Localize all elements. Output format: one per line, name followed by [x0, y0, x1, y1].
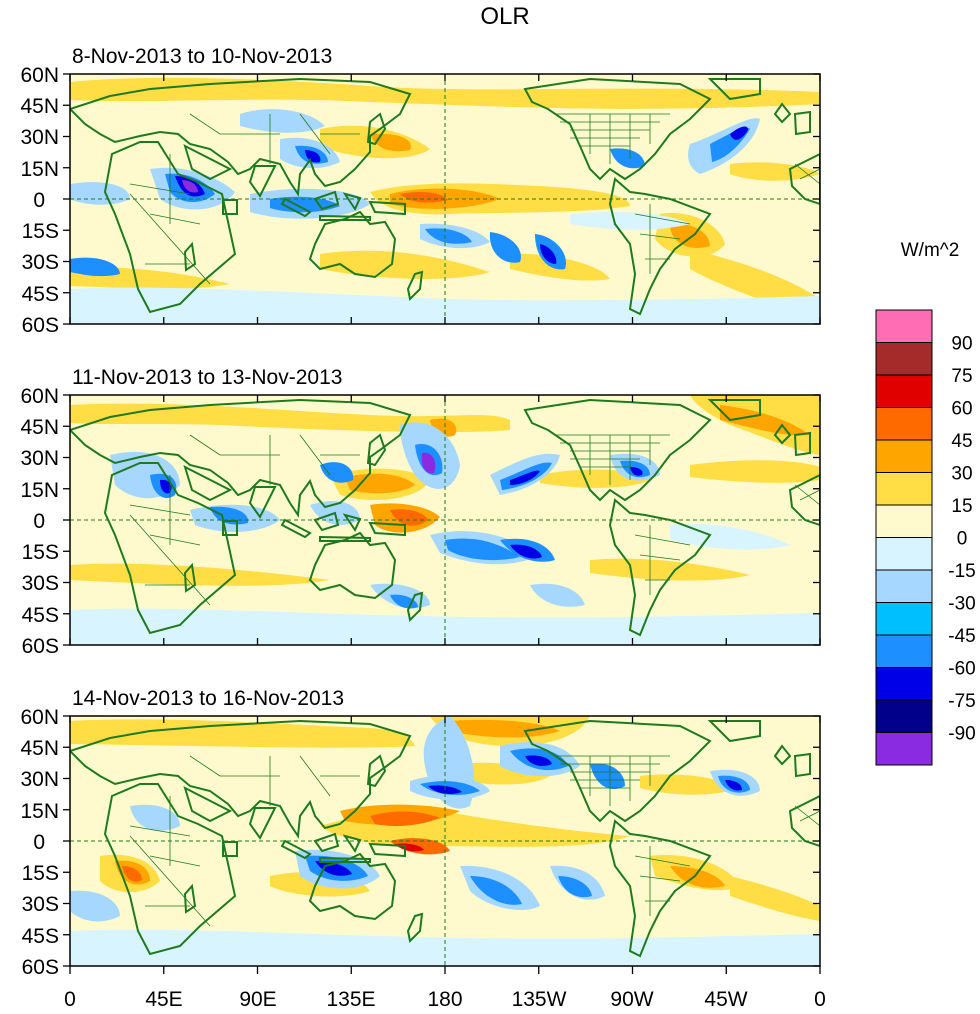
colorbar-label: 0	[957, 529, 968, 550]
colorbar-swatch	[875, 537, 933, 571]
colorbar-label: 60	[951, 399, 972, 420]
panel-1-ytick-0: 0	[33, 189, 45, 212]
panel-1: 8-Nov-2013 to 10-Nov-2013	[20, 45, 821, 337]
panel-2-ytick-45n: 45N	[20, 416, 59, 439]
colorbar-label: 30	[951, 464, 972, 485]
colorbar-swatch	[875, 407, 933, 441]
panel-2-label: 11-Nov-2013 to 13-Nov-2013	[72, 366, 342, 389]
colorbar-label: -90	[948, 724, 975, 745]
panel-2: 11-Nov-2013 to 13-Nov-2013	[20, 366, 821, 658]
colorbar-label: -15	[948, 561, 975, 582]
panel-1-ytick-60n: 60N	[20, 64, 59, 87]
panel-3-ytick-45s: 45S	[22, 925, 59, 948]
colorbar-swatch	[875, 374, 933, 408]
panel-3-ytick-15n: 15N	[20, 800, 59, 823]
figure-title: OLR	[480, 3, 529, 30]
xtick-90e: 90E	[239, 988, 276, 1011]
colorbar-label: 45	[951, 431, 972, 452]
panel-3-ytick-30n: 30N	[20, 768, 59, 791]
panel-2-ytick-45s: 45S	[22, 604, 59, 627]
panel-3-ytick-45n: 45N	[20, 737, 59, 760]
colorbar-swatch	[875, 472, 933, 506]
colorbar-swatch	[875, 342, 933, 376]
panel-2-field	[70, 395, 820, 645]
panel-1-ytick-15n: 15N	[20, 158, 59, 181]
panel-3-ytick-0: 0	[33, 831, 45, 854]
colorbar-label: -60	[948, 659, 975, 680]
panel-3-ytick-30s: 30S	[22, 893, 59, 916]
xtick-0-left: 0	[64, 988, 76, 1011]
panel-3-ytick-60s: 60S	[22, 956, 59, 979]
xtick-90w: 90W	[610, 988, 653, 1011]
xtick-45w: 45W	[704, 988, 747, 1011]
panel-1-ytick-45s: 45S	[22, 283, 59, 306]
panel-2-ytick-30n: 30N	[20, 447, 59, 470]
colorbar-swatch	[875, 569, 933, 603]
panel-2-y-ticks: 60N 45N 30N 15N 0 15S 30S 45S 60S	[20, 385, 59, 658]
panel-1-ytick-15s: 15S	[22, 220, 59, 243]
colorbar-swatch	[875, 699, 933, 733]
panel-3-y-ticks: 60N 45N 30N 15N 0 15S 30S 45S 60S	[20, 706, 59, 979]
panel-1-ytick-60s: 60S	[22, 314, 59, 337]
colorbar-swatch	[875, 439, 933, 473]
colorbar-units: W/m^2	[901, 240, 960, 261]
panel-2-ytick-30s: 30S	[22, 572, 59, 595]
colorbar-swatch	[875, 309, 933, 343]
colorbar-label: -30	[948, 594, 975, 615]
xtick-180: 180	[427, 988, 462, 1011]
colorbar-swatch	[875, 732, 933, 766]
colorbar-swatch	[875, 602, 933, 636]
colorbar-swatch	[875, 634, 933, 668]
colorbar-label: 75	[951, 366, 972, 387]
x-axis-ticks: 0 45E 90E 135E 180 135W 90W 45W 0	[64, 988, 826, 1011]
panel-2-ytick-60n: 60N	[20, 385, 59, 408]
xtick-45e: 45E	[145, 988, 182, 1011]
panel-2-ytick-15s: 15S	[22, 541, 59, 564]
panel-2-ytick-0: 0	[33, 510, 45, 533]
colorbar-label: 15	[951, 496, 972, 517]
colorbar-label: -45	[948, 626, 975, 647]
xtick-135e: 135E	[326, 988, 375, 1011]
panel-2-ytick-60s: 60S	[22, 635, 59, 658]
panel-3: 14-Nov-2013 to 16-Nov-2013	[20, 687, 821, 979]
colorbar: W/m^2 90 75 60 45 30 15 0 -15 -30 -45 -60 -75 -90	[875, 240, 976, 766]
panel-1-ytick-45n: 45N	[20, 95, 59, 118]
panel-2-ytick-15n: 15N	[20, 479, 59, 502]
panel-1-ytick-30n: 30N	[20, 126, 59, 149]
panel-1-label: 8-Nov-2013 to 10-Nov-2013	[72, 45, 332, 68]
colorbar-label: -75	[948, 691, 975, 712]
colorbar-label: 90	[951, 334, 972, 355]
panel-1-ytick-30s: 30S	[22, 251, 59, 274]
panel-3-ytick-60n: 60N	[20, 706, 59, 729]
panel-3-label: 14-Nov-2013 to 16-Nov-2013	[72, 687, 344, 710]
xtick-135w: 135W	[512, 988, 567, 1011]
colorbar-swatch	[875, 667, 933, 701]
panel-3-field	[70, 716, 820, 966]
xtick-0-right: 0	[814, 988, 826, 1011]
colorbar-swatch	[875, 504, 933, 538]
panel-1-y-ticks: 60N 45N 30N 15N 0 15S 30S 45S 60S	[20, 64, 59, 337]
panel-1-field	[70, 74, 820, 324]
panel-3-ytick-15s: 15S	[22, 862, 59, 885]
